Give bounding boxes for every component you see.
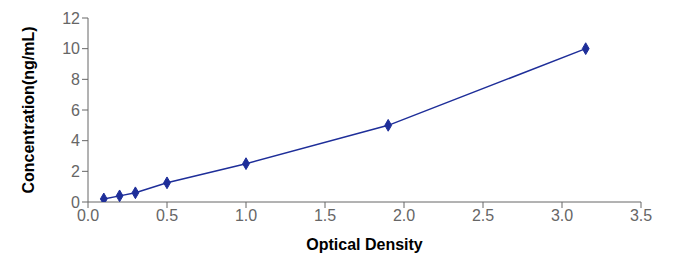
svg-text:2.5: 2.5 (472, 207, 494, 224)
svg-text:12: 12 (62, 10, 80, 27)
svg-text:4: 4 (71, 132, 80, 149)
svg-text:10: 10 (62, 40, 80, 57)
svg-text:Optical Density: Optical Density (306, 236, 423, 253)
svg-text:0.5: 0.5 (156, 207, 178, 224)
svg-text:0: 0 (71, 194, 80, 211)
svg-text:6: 6 (71, 102, 80, 119)
svg-text:1.0: 1.0 (235, 207, 257, 224)
svg-text:1.5: 1.5 (314, 207, 336, 224)
svg-text:3.5: 3.5 (630, 207, 652, 224)
svg-text:2.0: 2.0 (393, 207, 415, 224)
svg-text:0.0: 0.0 (77, 207, 99, 224)
svg-text:3.0: 3.0 (551, 207, 573, 224)
svg-text:Concentration(ng/mL): Concentration(ng/mL) (20, 26, 37, 193)
svg-text:2: 2 (71, 163, 80, 180)
svg-text:8: 8 (71, 71, 80, 88)
